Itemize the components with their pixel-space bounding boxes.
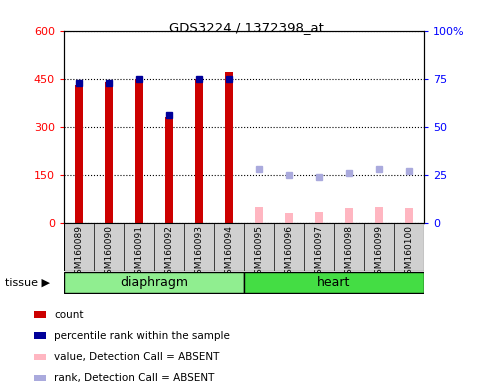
Text: GSM160094: GSM160094 xyxy=(224,225,234,280)
Text: heart: heart xyxy=(317,276,351,289)
Text: count: count xyxy=(54,310,83,320)
Bar xyxy=(34,354,46,360)
Bar xyxy=(255,207,263,223)
Bar xyxy=(225,72,233,223)
Text: GSM160093: GSM160093 xyxy=(195,225,204,280)
Text: value, Detection Call = ABSENT: value, Detection Call = ABSENT xyxy=(54,352,219,362)
Bar xyxy=(375,207,383,223)
Text: GSM160089: GSM160089 xyxy=(74,225,84,280)
Text: GSM160091: GSM160091 xyxy=(135,225,143,280)
Bar xyxy=(34,333,46,339)
Text: GSM160100: GSM160100 xyxy=(404,225,414,280)
Bar xyxy=(285,213,293,223)
Bar xyxy=(135,79,143,223)
Bar xyxy=(195,79,203,223)
Bar xyxy=(405,208,413,223)
Bar xyxy=(315,212,323,223)
Text: GDS3224 / 1372398_at: GDS3224 / 1372398_at xyxy=(169,21,324,34)
Text: diaphragm: diaphragm xyxy=(120,276,188,289)
Text: GSM160099: GSM160099 xyxy=(375,225,384,280)
Bar xyxy=(345,208,353,223)
Bar xyxy=(106,82,113,223)
Text: GSM160095: GSM160095 xyxy=(254,225,264,280)
Text: GSM160092: GSM160092 xyxy=(165,225,174,280)
Text: rank, Detection Call = ABSENT: rank, Detection Call = ABSENT xyxy=(54,373,214,383)
Text: GSM160090: GSM160090 xyxy=(105,225,113,280)
Bar xyxy=(34,311,46,318)
Bar xyxy=(34,375,46,381)
Text: tissue ▶: tissue ▶ xyxy=(5,278,50,288)
FancyBboxPatch shape xyxy=(244,272,424,293)
Bar xyxy=(165,117,173,223)
Text: percentile rank within the sample: percentile rank within the sample xyxy=(54,331,230,341)
Text: GSM160097: GSM160097 xyxy=(315,225,323,280)
Bar xyxy=(75,85,83,223)
Text: GSM160098: GSM160098 xyxy=(345,225,353,280)
FancyBboxPatch shape xyxy=(64,272,244,293)
Text: GSM160096: GSM160096 xyxy=(284,225,293,280)
